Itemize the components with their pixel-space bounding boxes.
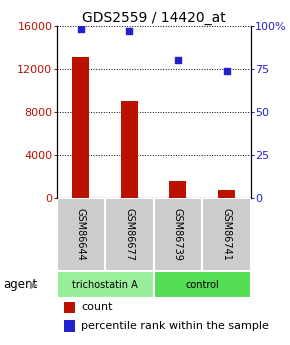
Bar	[169, 181, 186, 198]
Text: ▶: ▶	[30, 279, 38, 289]
Bar	[154, 198, 202, 271]
Bar	[64, 320, 75, 332]
Title: GDS2559 / 14420_at: GDS2559 / 14420_at	[82, 11, 226, 25]
Text: GSM86677: GSM86677	[124, 208, 134, 261]
Bar	[64, 302, 75, 313]
Text: count: count	[81, 303, 113, 313]
Bar	[105, 198, 154, 271]
Bar	[202, 198, 251, 271]
Bar	[57, 198, 105, 271]
Bar	[72, 57, 89, 198]
Text: control: control	[185, 279, 219, 289]
Bar	[57, 271, 154, 298]
Point	[127, 28, 132, 34]
Bar	[121, 101, 138, 198]
Text: GSM86739: GSM86739	[173, 208, 183, 261]
Bar	[154, 271, 251, 298]
Text: percentile rank within the sample: percentile rank within the sample	[81, 321, 269, 331]
Text: agent: agent	[3, 278, 37, 291]
Point	[224, 68, 229, 73]
Point	[79, 27, 83, 32]
Point	[176, 58, 180, 63]
Text: GSM86741: GSM86741	[222, 208, 231, 261]
Text: GSM86644: GSM86644	[76, 208, 86, 261]
Bar	[218, 190, 235, 198]
Text: trichostatin A: trichostatin A	[72, 279, 138, 289]
